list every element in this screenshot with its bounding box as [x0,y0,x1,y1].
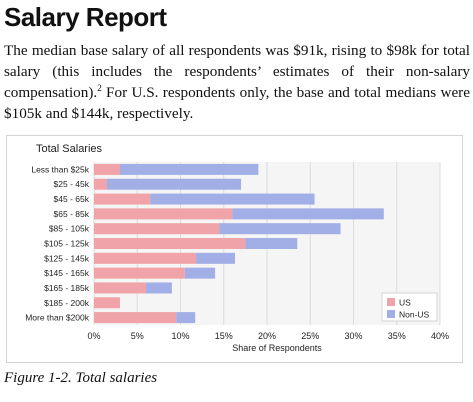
bar-non-us[interactable] [176,312,196,324]
bar-us[interactable] [94,252,197,264]
bar-us[interactable] [94,297,120,309]
x-tick-label: 5% [131,331,144,341]
y-tick-label: $145 - 165k [44,268,90,278]
y-tick-label: $185 - 200k [44,298,90,308]
legend-swatch [387,310,395,318]
x-tick-label: 15% [215,331,233,341]
bar-us[interactable] [94,193,151,205]
x-tick-label: 35% [388,331,406,341]
bar-us[interactable] [94,238,246,249]
y-tick-label: $125 - 145k [44,253,90,263]
bar-us[interactable] [94,312,177,324]
bar-non-us[interactable] [106,178,242,190]
chart-title: Total Salaries [36,143,103,155]
legend-swatch [387,298,395,306]
bar-non-us[interactable] [245,238,298,249]
bar-non-us[interactable] [196,252,235,264]
bar-us[interactable] [94,223,220,235]
y-tick-label: $105 - 125k [44,239,90,249]
bar-us[interactable] [94,267,185,279]
paragraph-text-continued: For U.S. respondents only, the base and … [4,84,470,122]
y-tick-label: $165 - 185k [44,283,90,293]
y-tick-label: $65 - 85k [54,209,90,219]
paragraph-text: The median base salary of all respondent… [4,42,470,101]
y-tick-label: Less than $25k [31,164,89,174]
legend-label: Non-US [399,310,430,320]
footnote-marker[interactable]: 2 [97,82,102,93]
chart-figure: Total Salaries 0% 5% 10% 15% 20% 25% 30% 35% 40% L… [6,135,463,363]
bar-us[interactable] [94,282,146,294]
page-title: Salary Report [4,2,167,32]
bar-us[interactable] [94,178,107,190]
bar-non-us[interactable] [232,208,384,220]
intro-paragraph: The median base salary of all respondent… [4,40,470,124]
bar-us[interactable] [94,208,233,220]
x-tick-label: 0% [87,331,100,341]
x-tick-label: 40% [431,331,449,341]
x-tick-label: 20% [258,331,276,341]
y-tick-label: $25 - 45k [54,179,90,189]
y-tick-label: More than $200k [25,313,90,323]
figure-caption: Figure 1-2. Total salaries [4,370,158,386]
total-salaries-chart: Total Salaries 0% 5% 10% 15% 20% 25% 30% 35% 40% L… [25,143,449,353]
legend-label: US [399,298,411,308]
bar-non-us[interactable] [219,223,341,235]
bar-non-us[interactable] [150,193,315,205]
y-tick-label: $45 - 65k [54,194,90,204]
bar-non-us[interactable] [184,267,216,279]
bar-non-us[interactable] [119,163,259,175]
y-tick-label: $85 - 105k [49,224,90,234]
bar-non-us[interactable] [145,282,172,294]
x-tick-label: 10% [171,331,189,341]
x-axis-label: Share of Respondents [232,343,322,353]
x-tick-label: 25% [301,331,319,341]
bar-us[interactable] [94,163,120,175]
x-tick-label: 30% [344,331,362,341]
